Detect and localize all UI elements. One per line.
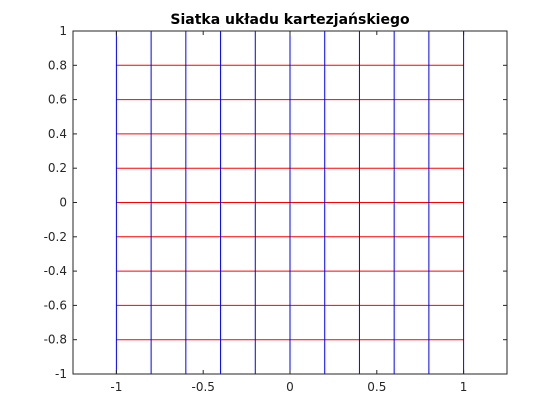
x-tick-label: 0 [286,380,294,394]
x-tick-label: 0.5 [367,380,386,394]
y-tick-label: -0.4 [44,264,67,278]
y-tick-label: 0 [59,196,67,210]
y-axis: -1 -0.8 -0.6 -0.4 -0.2 0 0.2 0.4 0.6 0.8 1 [44,24,507,381]
x-axis: -1 -0.5 0 0.5 1 [110,31,467,394]
y-tick-label: -0.8 [44,333,67,347]
y-tick-label: -0.6 [44,298,67,312]
y-tick-label: -0.2 [44,230,67,244]
y-tick-label: 0.4 [48,127,67,141]
y-tick-label: 0.2 [48,161,67,175]
y-tick-label: -1 [55,367,67,381]
x-tick-label: -0.5 [191,380,214,394]
grid-lines [115,30,465,375]
x-tick-label: -1 [110,380,122,394]
y-tick-label: 0.6 [48,93,67,107]
chart-title: Siatka układu kartezjańskiego [170,12,410,28]
y-tick-label: 0.8 [48,58,67,72]
y-tick-label: 1 [59,24,67,38]
x-tick-label: 1 [460,380,468,394]
